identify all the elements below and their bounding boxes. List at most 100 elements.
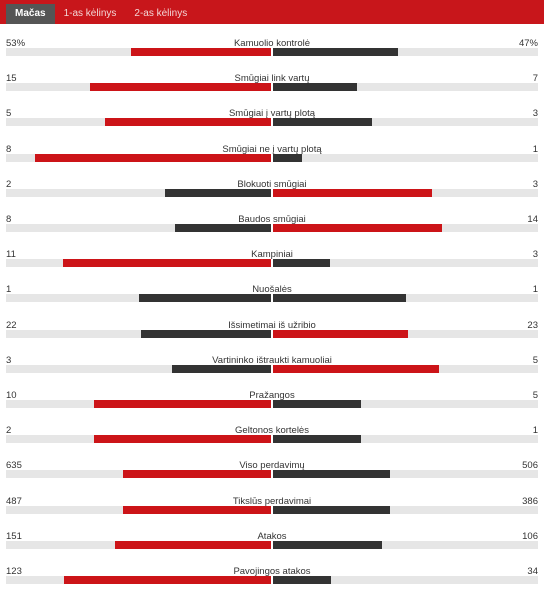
stat-home-value: 487 (6, 495, 22, 507)
stat-home-bar (63, 576, 271, 584)
stat-home-track (6, 329, 271, 338)
stat-away-track (273, 224, 538, 232)
stat-away-bar (273, 435, 362, 444)
stat-home-track (6, 294, 271, 303)
stat-home-value: 8 (6, 214, 12, 225)
stat-away-value: 1 (532, 143, 538, 155)
stat-home-value: 22 (6, 319, 17, 331)
stat-away-bar (273, 83, 358, 92)
stat-label: Tikslūs perdavimai (232, 495, 312, 507)
stat-row: 3 Vartininko ištraukti kamuoliai 5 (0, 349, 544, 373)
stat-away-value: 3 (532, 178, 538, 190)
stat-home-track (6, 400, 271, 408)
stat-home-track (6, 48, 271, 56)
stat-away-value: 3 (532, 108, 538, 120)
stat-away-track (273, 329, 538, 338)
stat-row: 151 Atakos 106 (0, 525, 544, 549)
stat-away-track (273, 435, 538, 444)
tab-second-half[interactable]: 2-as kėlinys (134, 8, 188, 19)
stat-home-track (6, 83, 271, 92)
stat-row: 635 Viso perdavimų 506 (0, 454, 544, 479)
stat-away-bar (273, 48, 398, 56)
stat-home-track (6, 188, 271, 197)
stat-away-track (273, 153, 538, 162)
stat-away-track (273, 294, 538, 303)
stat-away-value: 5 (532, 354, 538, 366)
stat-away-bar (273, 540, 383, 549)
stat-home-value: 5 (6, 108, 12, 120)
stat-row: 8 Smūgiai ne į vartų plotą 1 (0, 138, 544, 162)
stat-home-track (6, 505, 271, 514)
stat-away-bar (273, 576, 331, 584)
tab-first-half[interactable]: 1-as kėlinys (63, 8, 117, 19)
stat-home-track (6, 435, 271, 444)
stat-home-track (6, 576, 271, 584)
stat-home-value: 1 (6, 284, 12, 296)
stat-home-value: 3 (6, 354, 12, 366)
stat-label: Atakos (257, 530, 287, 542)
stat-label: Blokuoti smūgiai (237, 178, 307, 190)
stat-away-track (273, 576, 538, 584)
stat-away-value: 386 (522, 495, 538, 507)
stat-away-bar (273, 224, 442, 232)
stat-home-track (6, 470, 271, 479)
stat-away-bar (273, 153, 303, 162)
stat-home-bar (123, 470, 271, 479)
stat-row: 22 Išsimetimai iš užribio 23 (0, 314, 544, 338)
stat-label: Pražangos (249, 390, 295, 401)
stat-row: 1 Nuošalės 1 (0, 278, 544, 303)
tab-match[interactable]: Mačas (6, 4, 55, 24)
stat-away-bar (273, 470, 391, 479)
stat-away-track (273, 188, 538, 197)
stat-home-value: 151 (6, 530, 22, 542)
stat-home-track (6, 118, 271, 127)
stat-away-track (273, 48, 538, 56)
stat-home-bar (174, 224, 271, 232)
stat-away-track (273, 259, 538, 268)
stat-away-track (273, 400, 538, 408)
stat-home-bar (115, 540, 271, 549)
stat-label: Geltonos kortelės (235, 425, 309, 437)
stat-away-track (273, 470, 538, 479)
stat-away-value: 47% (518, 38, 538, 49)
stat-home-bar (130, 48, 271, 56)
stat-label: Smūgiai į vartų plotą (228, 108, 316, 120)
stat-label: Nuošalės (252, 284, 292, 296)
stat-away-track (273, 364, 538, 373)
stat-home-bar (62, 259, 271, 268)
stat-row: 53% Kamuolio kontrolė 47% (0, 32, 544, 56)
stat-label: Pavojingos atakos (233, 566, 311, 577)
stat-row: 8 Baudos smūgiai 14 (0, 208, 544, 232)
stat-label: Vartininko ištraukti kamuoliai (212, 354, 332, 366)
stat-label: Kamuolio kontrolė (233, 38, 311, 49)
stat-home-track (6, 259, 271, 268)
stat-away-bar (273, 400, 362, 408)
stat-away-bar (273, 294, 406, 303)
stat-home-bar (141, 329, 271, 338)
stat-home-bar (94, 435, 271, 444)
stat-away-track (273, 118, 538, 127)
stat-away-bar (273, 118, 373, 127)
stat-home-bar (165, 188, 271, 197)
stat-home-bar (138, 294, 271, 303)
stat-away-bar (273, 364, 439, 373)
stat-away-value: 34 (527, 566, 538, 577)
stat-home-value: 11 (6, 249, 16, 261)
stat-label: Viso perdavimų (239, 460, 305, 472)
stat-away-bar (273, 505, 391, 514)
stat-away-value: 5 (532, 390, 538, 401)
stat-away-bar (273, 329, 409, 338)
stat-home-track (6, 224, 271, 232)
stat-home-track (6, 153, 271, 162)
stat-label: Baudos smūgiai (238, 214, 306, 225)
stat-away-value: 1 (532, 425, 538, 437)
stat-home-value: 635 (6, 460, 22, 472)
stat-home-bar (171, 364, 271, 373)
stat-row: 2 Blokuoti smūgiai 3 (0, 173, 544, 197)
period-tabs: Mačas 1-as kėlinys 2-as kėlinys (0, 0, 544, 24)
stat-home-track (6, 364, 271, 373)
stat-label: Išsimetimai iš užribio (228, 319, 316, 331)
stat-home-bar (105, 118, 271, 127)
stat-home-value: 15 (6, 73, 17, 85)
stat-row: 2 Geltonos kortelės 1 (0, 419, 544, 444)
